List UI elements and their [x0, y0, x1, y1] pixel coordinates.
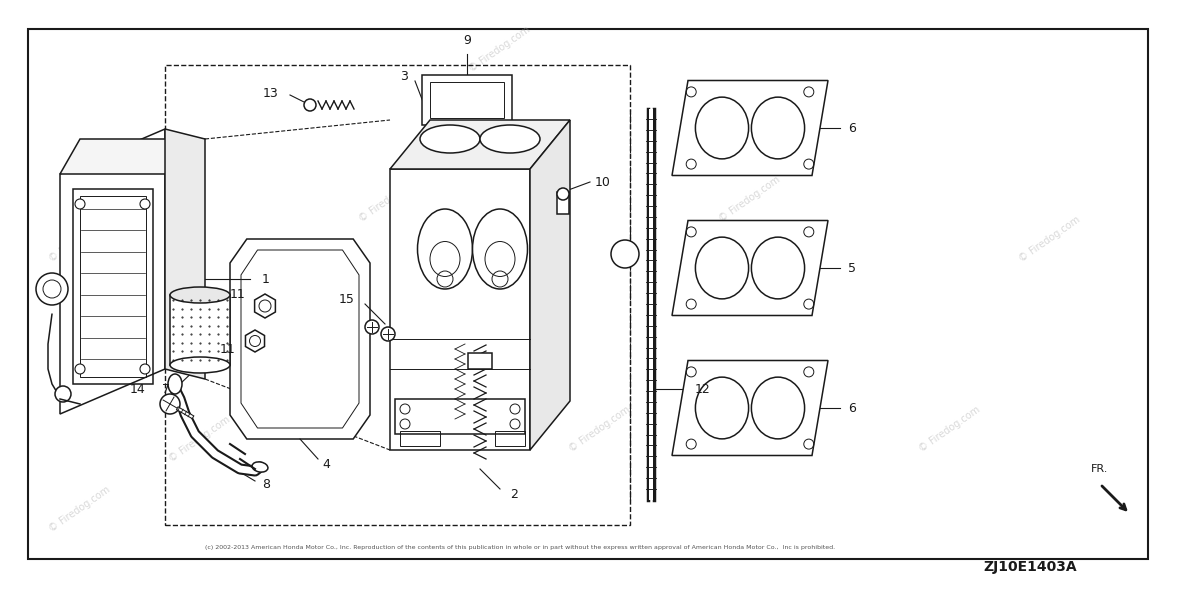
Polygon shape: [391, 120, 570, 169]
Ellipse shape: [168, 374, 182, 394]
Text: 7: 7: [162, 382, 170, 395]
Text: FR.: FR.: [1092, 464, 1109, 474]
Bar: [28, 29, 1148, 559]
Bar: [557, 192, 569, 214]
Polygon shape: [60, 139, 205, 174]
Text: (c) 2002-2013 American Honda Motor Co., Inc. Reproduction of the contents of thi: (c) 2002-2013 American Honda Motor Co., …: [205, 544, 835, 550]
Polygon shape: [255, 294, 275, 318]
Text: ZJ10E1403A: ZJ10E1403A: [983, 560, 1077, 574]
Text: 13: 13: [262, 87, 278, 100]
Circle shape: [55, 386, 71, 402]
Ellipse shape: [418, 209, 472, 289]
Circle shape: [140, 199, 150, 209]
Text: 5: 5: [848, 262, 856, 274]
Text: 9: 9: [463, 34, 471, 47]
Text: © Firedog.com: © Firedog.com: [358, 174, 422, 224]
Text: 4: 4: [322, 458, 330, 471]
Bar: [430, 82, 504, 118]
Circle shape: [160, 394, 181, 414]
Ellipse shape: [480, 125, 540, 153]
Bar: [649, 109, 653, 500]
Text: 15: 15: [339, 293, 355, 306]
Circle shape: [304, 99, 316, 111]
Ellipse shape: [170, 357, 230, 373]
Bar: [422, 75, 512, 125]
Bar: [170, 295, 230, 365]
Circle shape: [365, 320, 379, 334]
Text: © Firedog.com: © Firedog.com: [918, 404, 983, 454]
Text: © Firedog.com: © Firedog.com: [568, 404, 632, 454]
Text: © Firedog.com: © Firedog.com: [717, 174, 782, 224]
Text: 3: 3: [400, 70, 408, 82]
Bar: [494, 431, 525, 446]
Text: 14: 14: [130, 382, 145, 395]
Bar: [80, 196, 146, 377]
Ellipse shape: [420, 125, 480, 153]
Bar: [468, 353, 492, 369]
Circle shape: [381, 327, 395, 341]
Circle shape: [76, 364, 85, 374]
Circle shape: [611, 240, 640, 268]
Circle shape: [37, 273, 68, 305]
Polygon shape: [60, 129, 165, 414]
Polygon shape: [245, 330, 264, 352]
Text: 11: 11: [219, 342, 236, 356]
Polygon shape: [671, 360, 828, 455]
Ellipse shape: [253, 462, 268, 472]
Bar: [395, 399, 525, 434]
Ellipse shape: [472, 209, 527, 289]
Circle shape: [76, 199, 85, 209]
Text: 2: 2: [510, 488, 518, 501]
Polygon shape: [671, 220, 828, 316]
Bar: [400, 431, 440, 446]
Text: © Firedog.com: © Firedog.com: [467, 24, 532, 74]
Bar: [165, 65, 630, 525]
Polygon shape: [391, 169, 530, 450]
Text: © Firedog.com: © Firedog.com: [47, 214, 112, 264]
Text: 6: 6: [848, 402, 856, 415]
Circle shape: [140, 364, 150, 374]
Text: 12: 12: [695, 382, 710, 395]
Text: © Firedog.com: © Firedog.com: [47, 484, 112, 534]
Bar: [73, 189, 153, 384]
Text: 10: 10: [595, 176, 611, 188]
Polygon shape: [671, 81, 828, 176]
Text: 11: 11: [230, 287, 245, 300]
Text: © Firedog.com: © Firedog.com: [1017, 214, 1082, 264]
Text: 8: 8: [262, 478, 270, 491]
Text: © Firedog.com: © Firedog.com: [168, 414, 232, 464]
Text: 1: 1: [262, 273, 270, 286]
Polygon shape: [230, 239, 371, 439]
Polygon shape: [530, 120, 570, 450]
Circle shape: [557, 188, 569, 200]
Ellipse shape: [170, 287, 230, 303]
Polygon shape: [165, 129, 205, 379]
Text: 6: 6: [848, 121, 856, 134]
